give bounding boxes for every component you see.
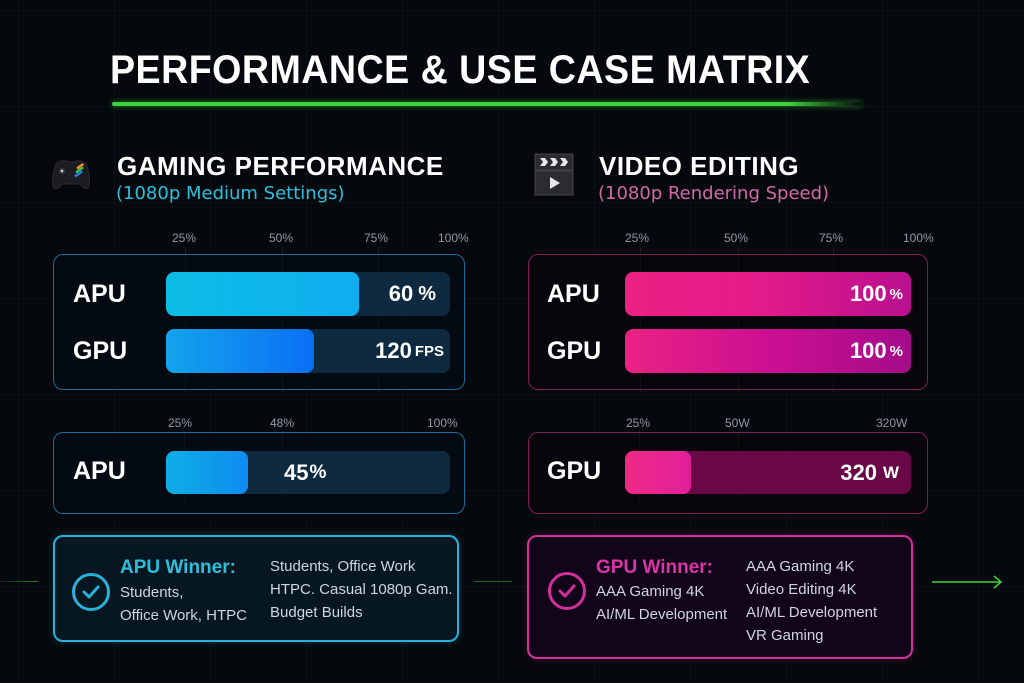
tick-label: 75% (364, 231, 389, 245)
check-circle-icon (548, 572, 586, 610)
bar-fill-gpu-power (625, 451, 691, 494)
apu-winner-left-list: Students, Office Work, HTPC (120, 581, 247, 627)
row-label-apu: APU (73, 457, 126, 485)
gaming-section-subtitle: (1080p Medium Settings) (116, 183, 345, 204)
list-item: Office Work, HTPC (120, 607, 247, 624)
bar-value-gpu: 100% (849, 338, 903, 363)
tick-label: 48% (270, 416, 295, 430)
gpu-winner-right-list: AAA Gaming 4K Video Editing 4K AI/ML Dev… (746, 555, 877, 647)
list-item: Students, (120, 584, 184, 601)
list-item: AAA Gaming 4K (596, 583, 705, 600)
list-item: AI/ML Development (596, 606, 728, 623)
apu-winner-title: APU Winner: (120, 557, 236, 578)
left-connector-line (0, 581, 38, 582)
center-connector-line (474, 581, 512, 582)
bar-track-apu: 60% (166, 272, 450, 316)
bar-fill-gpu (166, 329, 314, 373)
video-section-subtitle: (1080p Rendering Speed) (598, 183, 830, 204)
tick-label: 25% (172, 231, 197, 245)
tick-label: 100% (438, 231, 469, 245)
bar-track-gpu-power: 320 W (625, 451, 911, 494)
list-item: AAA Gaming 4K (746, 558, 855, 575)
row-label-gpu: GPU (547, 457, 602, 485)
clapperboard-icon (534, 152, 580, 198)
tick-label: 25% (625, 231, 650, 245)
gpu-winner-title: GPU Winner: (596, 557, 713, 578)
tick-label: 50% (269, 231, 294, 245)
video-section-title: VIDEO EDITING (599, 151, 800, 181)
gpu-winner-left-list: AAA Gaming 4K AI/ML Development (596, 580, 727, 626)
tick-label: 50% (724, 231, 749, 245)
apu-winner-right-list: Students, Office Work HTPC. Casual 1080p… (270, 555, 453, 624)
bar-fill-apu-secondary (166, 451, 249, 494)
gpu-winner-card (527, 535, 913, 659)
right-arrow-icon (932, 572, 1004, 592)
bar-value-apu-secondary: 45% (284, 459, 327, 485)
row-label-apu: APU (73, 280, 126, 308)
tick-label: 100% (427, 416, 458, 430)
title-underline (112, 102, 862, 106)
bar-track-gpu: 120 FPS (166, 329, 450, 373)
bar-fill-apu (625, 272, 911, 316)
list-item: AI/ML Development (746, 604, 878, 621)
gamepad-icon (48, 150, 94, 196)
bar-track-gpu: 100% (625, 329, 911, 373)
list-item: Students, Office Work (270, 558, 416, 575)
row-label-gpu: GPU (73, 337, 128, 365)
apu-winner-card (53, 535, 459, 642)
tick-label: 75% (819, 231, 844, 245)
list-item: Video Editing 4K (746, 581, 857, 598)
gaming-section-title: GAMING PERFORMANCE (117, 151, 444, 181)
tick-label: 25% (168, 416, 193, 430)
check-circle-icon (72, 573, 110, 611)
page-title: PERFORMANCE & USE CASE MATRIX (110, 48, 811, 92)
tick-label: 320W (876, 416, 908, 430)
bar-track-apu: 100% (625, 272, 911, 316)
row-label-gpu: GPU (547, 337, 602, 365)
bar-track-apu-secondary: 45% (166, 451, 450, 494)
list-item: HTPC. Casual 1080p Gam. (270, 581, 453, 598)
tick-label: 100% (903, 231, 934, 245)
bar-fill-gpu (625, 329, 911, 373)
row-label-apu: APU (547, 280, 600, 308)
bar-fill-apu (166, 272, 360, 316)
bar-value-gpu: 120 FPS (375, 338, 444, 363)
tick-label: 50W (725, 416, 750, 430)
tick-label: 25% (626, 416, 651, 430)
list-item: Budget Builds (270, 604, 363, 621)
bar-value-apu: 100% (849, 281, 903, 306)
bar-value-gpu-power: 320 W (840, 459, 899, 485)
list-item: VR Gaming (746, 627, 824, 644)
bar-value-apu: 60% (388, 281, 436, 306)
